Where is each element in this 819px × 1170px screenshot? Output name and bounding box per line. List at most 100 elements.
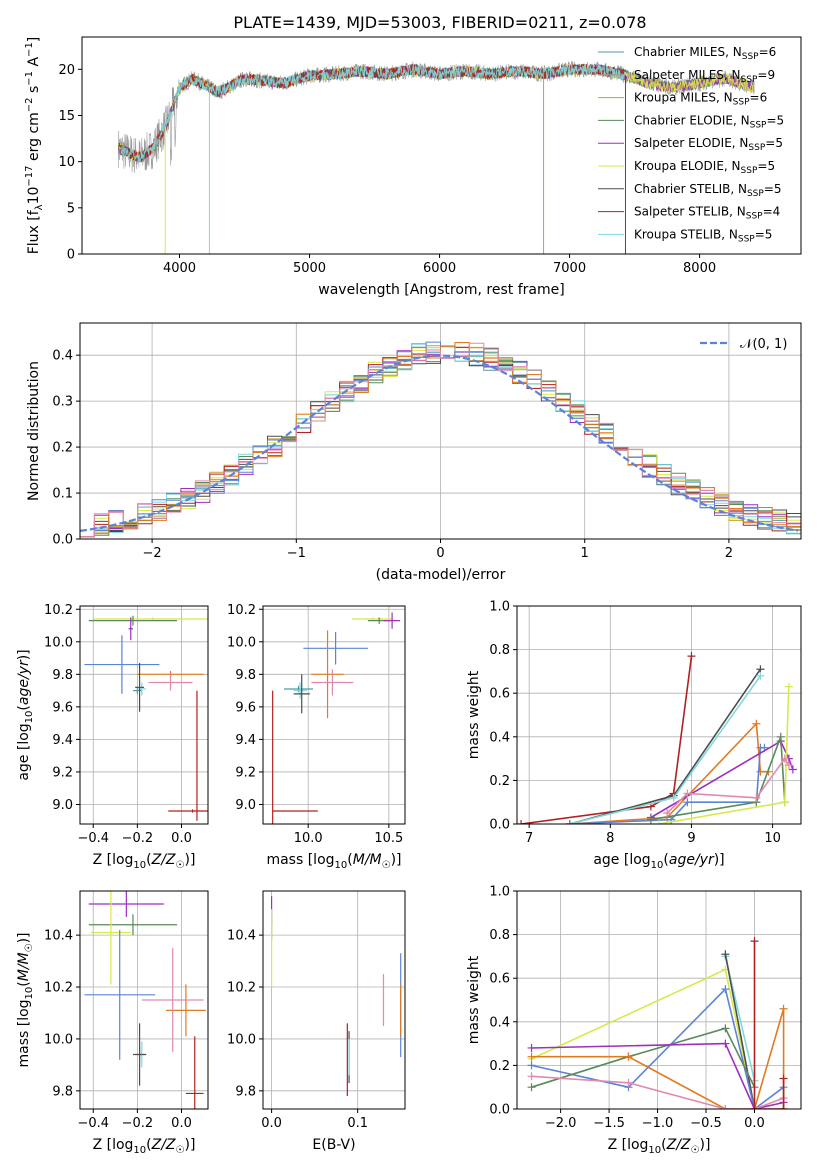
massweight-vs-Z-ytick-label: 0.4 <box>489 1015 510 1030</box>
mass-vs-Z-ylabel-part: ( <box>16 981 32 986</box>
histogram-step-line <box>80 346 801 538</box>
legend-sub: SSP <box>741 166 758 176</box>
spectrum-ylabel-part: λ <box>34 204 45 210</box>
massweight-vs-Z-ytick-label: 1.0 <box>489 885 510 900</box>
histogram-step-line <box>80 342 801 538</box>
spectrum-panel: 4000 5000 6000 7000 8000 0 5 10 15 20 wavelength [… <box>24 36 802 298</box>
mass-vs-Z-ytick-label: 10.2 <box>44 981 73 996</box>
residual-histogram-xtick-label: −1 <box>287 546 306 561</box>
massweight-vs-age-xtick-label: 9 <box>687 831 695 846</box>
age-vs-mass-xtick-label: 10.0 <box>294 831 323 846</box>
massweight-vs-age-ytick-label: 0.8 <box>489 643 510 658</box>
legend-entry: Chabrier MILES, NSSP=6 <box>634 45 776 62</box>
spectrum-xlabel: wavelength [Angstrom, rest frame] <box>318 282 564 298</box>
mass-vs-EBV-xlabel: E(B-V) <box>312 1137 355 1153</box>
massweight-vs-age-xtick-label: 8 <box>606 831 614 846</box>
series-marker <box>784 682 793 691</box>
age-vs-mass-frame <box>262 605 406 825</box>
spectrum-ytick-label: 15 <box>58 109 75 124</box>
spectrum-xtick-label: 8000 <box>683 261 716 276</box>
age-vs-mass-xlabel-part: ☉ <box>382 860 391 871</box>
mass-vs-Z-xlabel-part: ( <box>146 1137 151 1153</box>
massweight-vs-Z-xlabel-part: )] <box>700 1137 711 1153</box>
spectrum-ylabel-part: −2 <box>24 97 35 112</box>
legend-sub: SSP <box>747 189 764 199</box>
series-marker <box>687 652 696 661</box>
series-marker <box>721 985 730 994</box>
series-marker <box>527 1072 536 1081</box>
mass-vs-Z-xlabel-part: Z/Z <box>151 1137 176 1153</box>
legend-entry: Kroupa ELODIE, NSSP=5 <box>634 159 775 176</box>
series-marker <box>779 1105 788 1109</box>
legend-sub: SSP <box>750 120 767 130</box>
spectrum-ylabel-part: Flux [f <box>26 209 42 254</box>
spectrum-ytick-label: 0 <box>67 248 75 263</box>
spectrum-xtick-label: 4000 <box>163 261 196 276</box>
mass-vs-Z-xlabel: Z [log10(Z/Z☉)] <box>93 1137 196 1156</box>
series-line <box>531 1042 784 1109</box>
series-line <box>531 968 756 1109</box>
legend-name: Kroupa ELODIE, N <box>634 159 741 173</box>
series-marker <box>756 767 765 776</box>
age-vs-mass-ytick-label: 9.6 <box>235 700 256 715</box>
legend-count: =6 <box>759 45 777 59</box>
spectrum-plot-area <box>117 60 755 254</box>
legend-count: =5 <box>766 113 784 127</box>
histogram-xlabel: (data-model)/error <box>376 567 506 583</box>
residual-histogram-ytick-label: 0.4 <box>52 349 73 364</box>
mass-vs-EBV-panel: 0.0 0.1 9.8 10.0 10.2 10.4 <box>227 890 406 1131</box>
massweight-vs-age-ytick-label: 0.2 <box>489 774 510 789</box>
mass-vs-Z-frame <box>79 890 209 1110</box>
series-marker <box>663 809 672 818</box>
age-vs-Z-ylabel-part: 10 <box>24 711 35 724</box>
series-marker <box>721 1024 730 1033</box>
age-vs-Z-xtick-label: 0.0 <box>171 831 192 846</box>
age-vs-Z-xlabel: Z [log10(Z/Z☉)] <box>93 852 196 871</box>
massweight-vs-age-xlabel-part: age/yr <box>669 852 715 868</box>
massweight-vs-age-ytick-label: 0.6 <box>489 687 510 702</box>
massweight-vs-age-xlabel-part: )] <box>714 852 725 868</box>
massweight-vs-age-frame <box>516 605 802 825</box>
legend-sub: SSP <box>748 143 765 153</box>
legend-count: =5 <box>755 227 773 241</box>
age-vs-mass-xlabel-part: mass [log <box>266 852 334 868</box>
spectrum-model-line <box>117 63 626 164</box>
series-marker <box>721 1105 730 1109</box>
mass-vs-Z-ylabel: mass [log10(M/M☉)] <box>16 932 35 1067</box>
residual-histogram-ytick-label: 0.2 <box>52 441 73 456</box>
massweight-vs-age-grid <box>517 605 801 825</box>
mass-vs-EBV-grid <box>263 891 405 1109</box>
age-vs-Z-plot-area <box>84 615 208 821</box>
massweight-vs-Z-xtick-label: −1.5 <box>593 1116 625 1131</box>
residual-histogram-ytick-label: 0.0 <box>52 533 73 548</box>
series-marker <box>784 761 793 770</box>
spectrum-ytick-label: 10 <box>58 155 75 170</box>
mass-vs-EBV-ytick-label: 9.8 <box>235 1084 256 1099</box>
legend-sub: SSP <box>738 234 755 244</box>
legend-name: Chabrier ELODIE, N <box>634 113 750 127</box>
massweight-vs-Z-xlabel-part: Z/Z <box>666 1137 691 1153</box>
spectrum-xtick-label: 7000 <box>553 261 586 276</box>
age-vs-mass-ytick-label: 9.4 <box>235 733 256 748</box>
age-vs-Z-frame <box>79 605 209 825</box>
histogram-ylabel: Normed distribution <box>26 361 42 501</box>
age-vs-mass-plot-area <box>272 612 401 824</box>
age-vs-Z-ylabel-part: age/yr <box>16 659 32 705</box>
legend-name: Chabrier MILES, N <box>634 45 742 59</box>
series-marker <box>624 1078 633 1087</box>
normal-curve <box>80 354 799 532</box>
legend-entry: Chabrier ELODIE, NSSP=5 <box>634 113 784 130</box>
mass-vs-Z-xlabel-part: Z [log <box>93 1137 134 1153</box>
legend-entry: Salpeter MILES, NSSP=9 <box>634 68 775 85</box>
legend-count: =5 <box>764 182 782 196</box>
age-vs-Z-ytick-label: 9.4 <box>52 733 73 748</box>
massweight-vs-Z-plot-area <box>527 937 788 1109</box>
series-marker <box>776 732 785 741</box>
spectrum-ylabel-part: 10 <box>26 187 42 205</box>
mass-vs-Z-ytick-label: 10.4 <box>44 929 73 944</box>
legend-entry: 𝒩(0, 1) <box>740 337 787 352</box>
legend-name: Salpeter STELIB, N <box>634 205 746 219</box>
spectrum-frame <box>81 36 802 255</box>
